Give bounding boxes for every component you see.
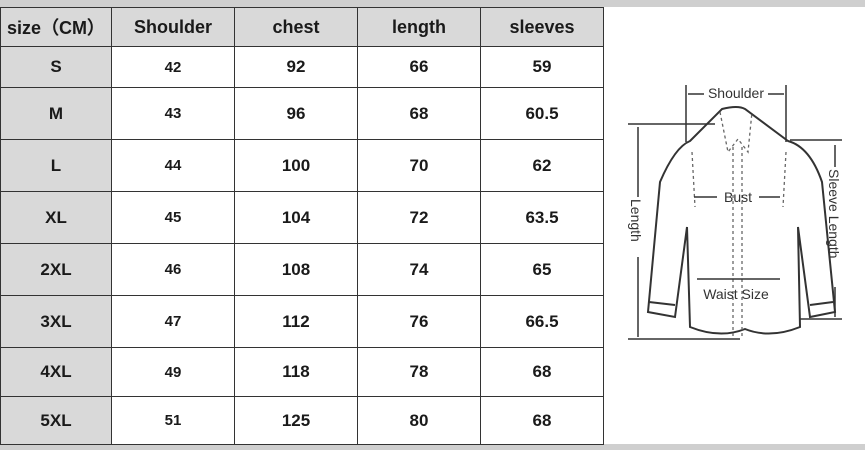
table-row: 2XL 46 108 74 65 [0,243,604,296]
shirt-seams [691,111,787,337]
size-chart: size（CM） Shoulder chest length sleeves S 42 92… [0,7,865,445]
length-label: Length [628,199,644,242]
size-cell: S [0,46,112,88]
measurement-cell: 74 [357,243,481,296]
measure-lines [628,85,842,340]
measurement-cell: 59 [480,46,604,88]
column-header: size（CM） [0,7,112,47]
column-header: length [357,7,481,47]
measurement-cell: 80 [357,396,481,445]
measurement-cell: 104 [234,191,358,244]
size-cell: 2XL [0,243,112,296]
table-row: 4XL 49 118 78 68 [0,347,604,397]
table-row: L 44 100 70 62 [0,139,604,192]
table-row: 5XL 51 125 80 68 [0,396,604,445]
measurement-cell: 112 [234,295,358,348]
measurement-cell: 51 [111,396,235,445]
measurement-cell: 68 [357,87,481,140]
size-cell: L [0,139,112,192]
measurement-cell: 47 [111,295,235,348]
measurement-cell: 66 [357,46,481,88]
column-header: sleeves [480,7,604,47]
shirt-outline [646,106,837,335]
measurement-cell: 68 [480,347,604,397]
table-row: M 43 96 68 60.5 [0,87,604,140]
size-cell: M [0,87,112,140]
table-row: XL 45 104 72 63.5 [0,191,604,244]
header-row: size（CM） Shoulder chest length sleeves [0,7,604,47]
measurement-cell: 60.5 [480,87,604,140]
size-cell: 4XL [0,347,112,397]
measurement-cell: 118 [234,347,358,397]
bust-label: Bust [724,189,752,205]
measurement-cell: 68 [480,396,604,445]
table-row: S 42 92 66 59 [0,46,604,88]
measurement-cell: 42 [111,46,235,88]
measurement-cell: 78 [357,347,481,397]
measurement-cell: 92 [234,46,358,88]
measurement-cell: 70 [357,139,481,192]
measurement-cell: 125 [234,396,358,445]
table-row: 3XL 47 112 76 66.5 [0,295,604,348]
measurement-cell: 66.5 [480,295,604,348]
measurement-cell: 43 [111,87,235,140]
shoulder-label: Shoulder [708,85,764,101]
measurement-cell: 49 [111,347,235,397]
waist-label: Waist Size [703,286,769,302]
size-cell: XL [0,191,112,244]
measurement-cell: 76 [357,295,481,348]
measurement-cell: 96 [234,87,358,140]
measurement-cell: 63.5 [480,191,604,244]
measurement-cell: 62 [480,139,604,192]
size-table: size（CM） Shoulder chest length sleeves S 42 92… [0,7,604,445]
column-header: Shoulder [111,7,235,47]
measurement-cell: 108 [234,243,358,296]
size-cell: 5XL [0,396,112,445]
measurement-cell: 46 [111,243,235,296]
measurement-cell: 45 [111,191,235,244]
column-header: chest [234,7,358,47]
sleeve-length-label: Sleeve Length [826,169,842,259]
size-cell: 3XL [0,295,112,348]
measurement-cell: 72 [357,191,481,244]
measurement-cell: 65 [480,243,604,296]
shirt-measurement-diagram: Shoulder Bust Waist Size Length Sleeve L… [628,85,842,340]
measurement-cell: 100 [234,139,358,192]
measurement-cell: 44 [111,139,235,192]
